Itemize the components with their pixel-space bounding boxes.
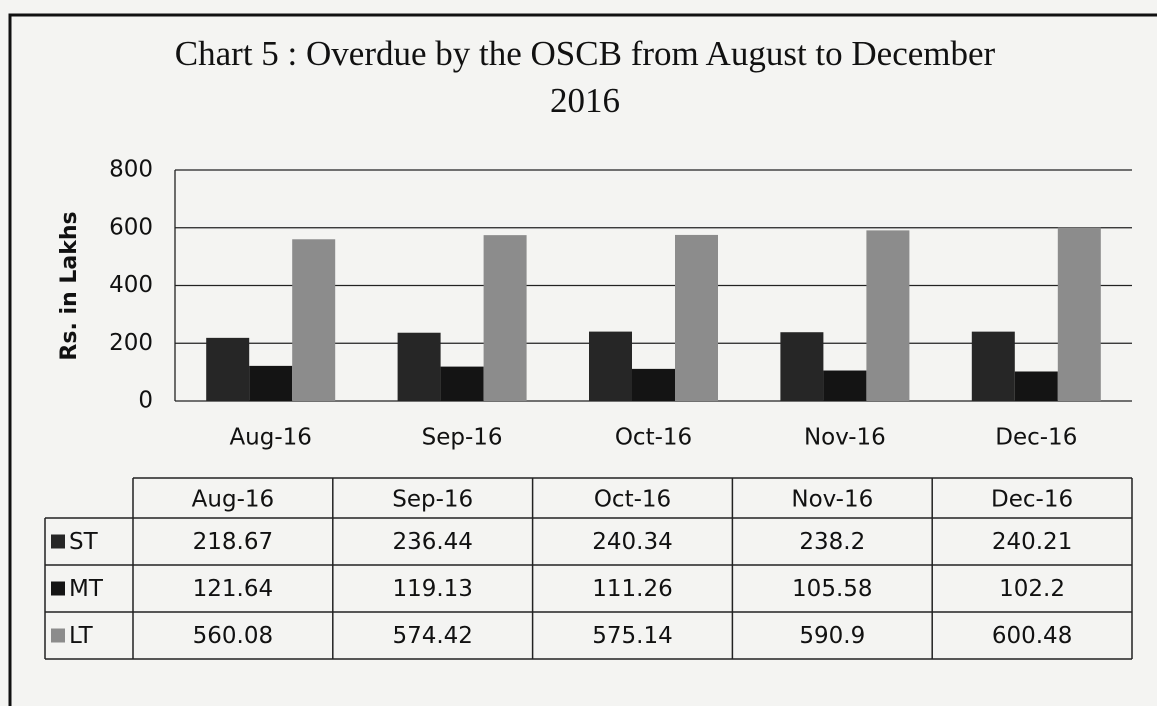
table-cell: 575.14: [592, 623, 672, 649]
table-cell: 218.67: [193, 529, 273, 555]
table-header: Sep-16: [392, 487, 473, 513]
y-tick-label: 400: [109, 272, 153, 298]
y-tick-label: 800: [109, 157, 153, 183]
bar: [632, 368, 675, 401]
bar: [292, 239, 336, 401]
bar: [483, 235, 527, 401]
y-axis-label: Rs. in Lakhs: [57, 211, 82, 360]
table-cell: 105.58: [792, 576, 872, 602]
bar: [971, 331, 1015, 401]
table-cell: 240.21: [992, 529, 1072, 555]
y-tick-label: 600: [109, 214, 153, 240]
bar: [780, 332, 824, 401]
bar: [206, 337, 250, 401]
y-tick-label: 0: [138, 388, 153, 414]
table-cell: 236.44: [392, 529, 472, 555]
bar: [589, 331, 632, 401]
table-cell: 600.48: [992, 623, 1072, 649]
x-tick-label: Oct-16: [615, 425, 692, 451]
legend-swatch: [51, 534, 65, 549]
table-cell: 119.13: [392, 576, 472, 602]
legend-label: MT: [69, 576, 104, 602]
legend-label: ST: [69, 529, 99, 555]
x-tick-label: Sep-16: [422, 425, 503, 451]
frame: [8, 13, 1157, 706]
table-cell: 238.2: [799, 529, 865, 555]
bar: [440, 366, 484, 401]
bar: [1014, 371, 1058, 401]
table-cell: 240.34: [592, 529, 672, 555]
y-tick-label: 200: [109, 330, 153, 356]
table-header: Oct-16: [594, 487, 671, 513]
legend-swatch: [51, 628, 65, 643]
table-cell: 121.64: [193, 576, 273, 602]
table-header: Aug-16: [192, 487, 274, 513]
table-cell: 102.2: [999, 576, 1065, 602]
bar: [1057, 227, 1101, 401]
bar: [249, 365, 293, 401]
x-tick-label: Aug-16: [229, 425, 311, 451]
table-cell: 560.08: [193, 623, 273, 649]
table-cell: 111.26: [592, 576, 672, 602]
table-header: Nov-16: [791, 487, 873, 513]
table-header: Dec-16: [991, 487, 1073, 513]
table-cell: 574.42: [392, 623, 472, 649]
bar: [675, 234, 718, 401]
table-cell: 590.9: [799, 623, 865, 649]
bar: [397, 332, 441, 401]
x-tick-label: Dec-16: [995, 425, 1077, 451]
chart-title: Chart 5 : Overdue by the OSCB from Augus…: [174, 34, 996, 120]
bar: [866, 230, 910, 401]
legend-label: LT: [69, 623, 94, 649]
x-tick-label: Nov-16: [804, 425, 886, 451]
bar: [823, 370, 867, 401]
legend-swatch: [51, 581, 65, 596]
